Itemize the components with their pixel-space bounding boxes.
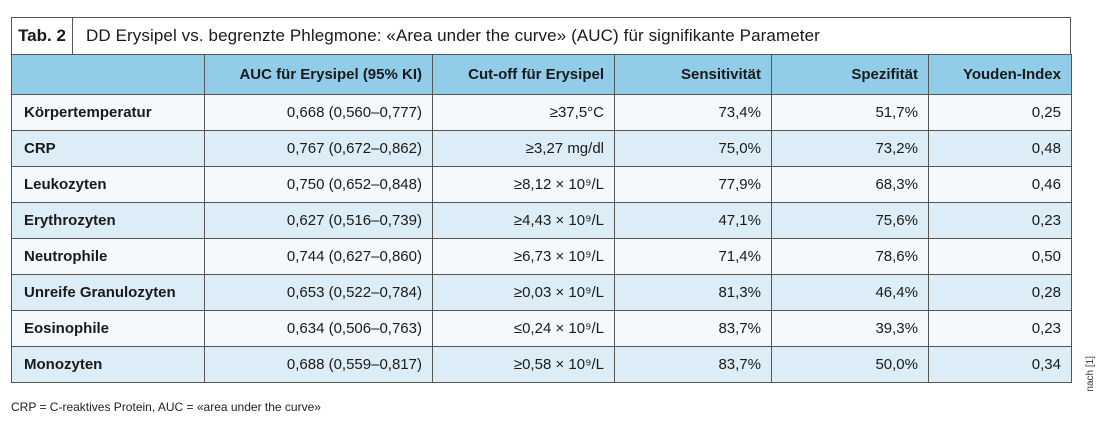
table-row: CRP 0,767 (0,672–0,862) ≥3,27 mg/dl 75,0… — [11, 130, 1072, 167]
data-table: AUC für Erysipel (95% KI) Cut-off für Er… — [11, 54, 1072, 383]
cell-cutoff: ≥6,73 × 10⁹/L — [432, 238, 615, 275]
header-row: AUC für Erysipel (95% KI) Cut-off für Er… — [11, 54, 1072, 95]
header-youden: Youden-Index — [928, 54, 1072, 95]
cell-sensitivity: 83,7% — [614, 310, 772, 347]
footnote: CRP = C-reaktives Protein, AUC = «area u… — [11, 400, 321, 414]
table-row: Leukozyten 0,750 (0,652–0,848) ≥8,12 × 1… — [11, 166, 1072, 203]
cell-youden: 0,25 — [928, 94, 1072, 131]
cell-cutoff: ≥4,43 × 10⁹/L — [432, 202, 615, 239]
cell-cutoff: ≥3,27 mg/dl — [432, 130, 615, 167]
cell-cutoff: ≤0,24 × 10⁹/L — [432, 310, 615, 347]
cell-sensitivity: 47,1% — [614, 202, 772, 239]
cell-auc: 0,653 (0,522–0,784) — [204, 274, 433, 311]
header-sensitivity: Sensitivität — [614, 54, 772, 95]
cell-param: Leukozyten — [11, 166, 205, 203]
table-row: Erythrozyten 0,627 (0,516–0,739) ≥4,43 ×… — [11, 202, 1072, 239]
header-auc: AUC für Erysipel (95% KI) — [204, 54, 433, 95]
table-row: Eosinophile 0,634 (0,506–0,763) ≤0,24 × … — [11, 310, 1072, 347]
cell-cutoff: ≥8,12 × 10⁹/L — [432, 166, 615, 203]
table-title-bar: Tab. 2 DD Erysipel vs. begrenzte Phlegmo… — [11, 17, 1071, 54]
cell-sensitivity: 75,0% — [614, 130, 772, 167]
cell-auc: 0,688 (0,559–0,817) — [204, 346, 433, 383]
cell-param: CRP — [11, 130, 205, 167]
cell-auc: 0,627 (0,516–0,739) — [204, 202, 433, 239]
cell-specificity: 68,3% — [771, 166, 929, 203]
cell-specificity: 73,2% — [771, 130, 929, 167]
header-param — [11, 54, 205, 95]
table-row: Körpertemperatur 0,668 (0,560–0,777) ≥37… — [11, 94, 1072, 131]
cell-specificity: 46,4% — [771, 274, 929, 311]
cell-auc: 0,668 (0,560–0,777) — [204, 94, 433, 131]
cell-cutoff: ≥0,58 × 10⁹/L — [432, 346, 615, 383]
cell-youden: 0,48 — [928, 130, 1072, 167]
cell-youden: 0,34 — [928, 346, 1072, 383]
cell-sensitivity: 71,4% — [614, 238, 772, 275]
cell-auc: 0,750 (0,652–0,848) — [204, 166, 433, 203]
cell-youden: 0,50 — [928, 238, 1072, 275]
table-frame: Tab. 2 DD Erysipel vs. begrenzte Phlegmo… — [11, 17, 1072, 383]
cell-youden: 0,46 — [928, 166, 1072, 203]
cell-youden: 0,23 — [928, 202, 1072, 239]
cell-youden: 0,28 — [928, 274, 1072, 311]
cell-param: Neutrophile — [11, 238, 205, 275]
cell-sensitivity: 83,7% — [614, 346, 772, 383]
table-row: Neutrophile 0,744 (0,627–0,860) ≥6,73 × … — [11, 238, 1072, 275]
header-cutoff: Cut-off für Erysipel — [432, 54, 615, 95]
cell-param: Körpertemperatur — [11, 94, 205, 131]
cell-auc: 0,744 (0,627–0,860) — [204, 238, 433, 275]
cell-sensitivity: 73,4% — [614, 94, 772, 131]
cell-specificity: 50,0% — [771, 346, 929, 383]
cell-specificity: 51,7% — [771, 94, 929, 131]
cell-specificity: 78,6% — [771, 238, 929, 275]
cell-specificity: 39,3% — [771, 310, 929, 347]
cell-param: Erythrozyten — [11, 202, 205, 239]
table-row: Monozyten 0,688 (0,559–0,817) ≥0,58 × 10… — [11, 346, 1072, 383]
cell-cutoff: ≥0,03 × 10⁹/L — [432, 274, 615, 311]
cell-sensitivity: 77,9% — [614, 166, 772, 203]
source-note: nach [1] — [1085, 356, 1096, 392]
table-title: DD Erysipel vs. begrenzte Phlegmone: «Ar… — [86, 26, 820, 45]
header-specificity: Spezifität — [771, 54, 929, 95]
cell-auc: 0,634 (0,506–0,763) — [204, 310, 433, 347]
cell-cutoff: ≥37,5°C — [432, 94, 615, 131]
table-number: Tab. 2 — [12, 18, 73, 54]
cell-auc: 0,767 (0,672–0,862) — [204, 130, 433, 167]
cell-param: Unreife Granulozyten — [11, 274, 205, 311]
cell-param: Monozyten — [11, 346, 205, 383]
cell-specificity: 75,6% — [771, 202, 929, 239]
cell-sensitivity: 81,3% — [614, 274, 772, 311]
cell-param: Eosinophile — [11, 310, 205, 347]
table-row: Unreife Granulozyten 0,653 (0,522–0,784)… — [11, 274, 1072, 311]
cell-youden: 0,23 — [928, 310, 1072, 347]
